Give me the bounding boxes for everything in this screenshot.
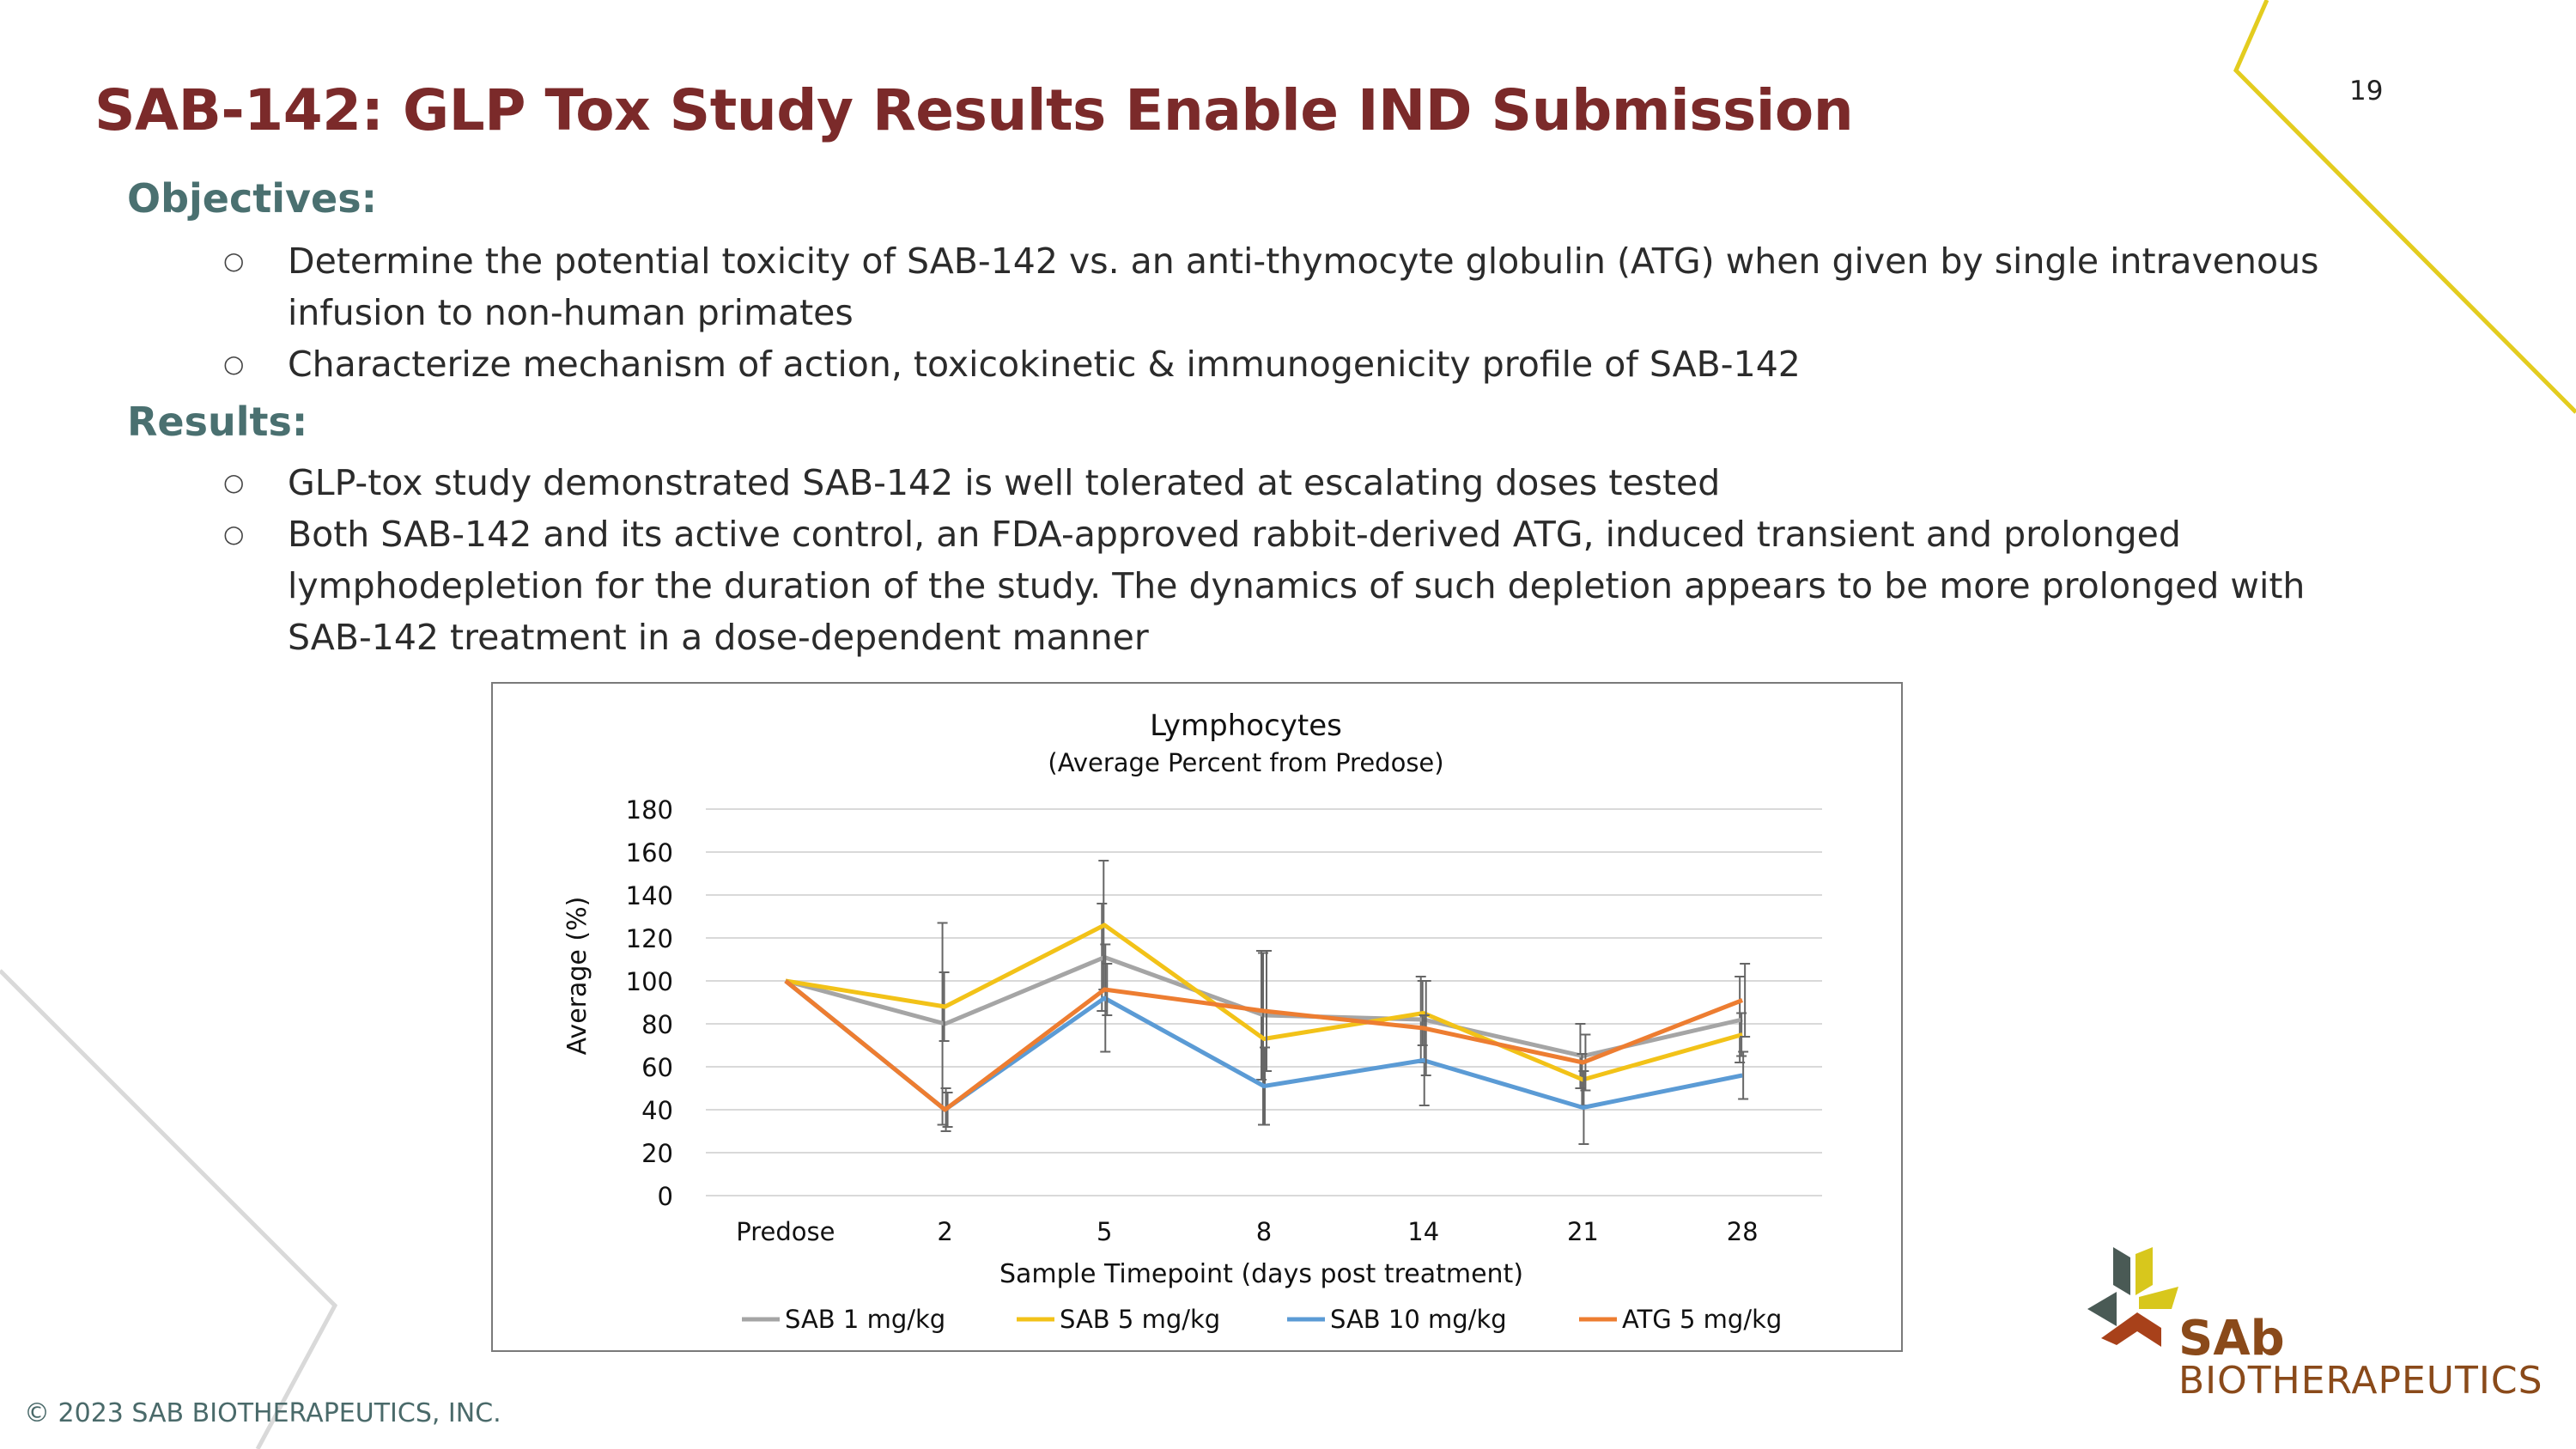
legend-item: SAB 10 mg/kg xyxy=(1287,1305,1507,1334)
x-tick-label: 14 xyxy=(1407,1217,1439,1246)
company-logo: SAb BIOTHERAPEUTICS xyxy=(2082,1245,2543,1409)
y-tick-label: 140 xyxy=(626,881,673,910)
x-tick-label: 2 xyxy=(937,1217,952,1246)
chart-title: Lymphocytes xyxy=(1150,709,1342,743)
legend-label: ATG 5 mg/kg xyxy=(1622,1305,1782,1334)
y-tick-label: 180 xyxy=(626,795,673,825)
legend-item: ATG 5 mg/kg xyxy=(1579,1305,1782,1334)
y-tick-label: 120 xyxy=(626,924,673,953)
y-tick-label: 100 xyxy=(626,967,673,996)
x-tick-label: 8 xyxy=(1256,1217,1272,1246)
x-tick-label: Predose xyxy=(736,1217,835,1246)
x-tick-label: 5 xyxy=(1097,1217,1112,1246)
y-tick-label: 0 xyxy=(658,1182,673,1211)
list-item: Characterize mechanism of action, toxico… xyxy=(223,338,2344,390)
y-tick-label: 40 xyxy=(641,1096,673,1125)
objectives-heading: Objectives: xyxy=(127,175,377,222)
results-heading: Results: xyxy=(127,399,308,445)
y-axis-label: Average (%) xyxy=(562,897,592,1056)
logo-wordmark: SAb xyxy=(2178,1311,2285,1367)
page-number: 19 xyxy=(2349,76,2384,107)
y-tick-labels: 0 20 40 60 80 100 120 140 160 180 xyxy=(626,795,673,1211)
list-item: GLP-tox study demonstrated SAB-142 is we… xyxy=(223,457,2344,508)
x-tick-label: 28 xyxy=(1727,1217,1759,1246)
objectives-list: Determine the potential toxicity of SAB-… xyxy=(223,235,2344,390)
copyright-footer: © 2023 SAB BIOTHERAPEUTICS, INC. xyxy=(24,1398,501,1428)
series-3 xyxy=(784,950,1751,1128)
y-tick-label: 60 xyxy=(641,1053,673,1082)
legend-label: SAB 1 mg/kg xyxy=(785,1305,945,1334)
y-tick-label: 80 xyxy=(641,1010,673,1039)
legend-item: SAB 5 mg/kg xyxy=(1017,1305,1220,1334)
x-tick-label: 21 xyxy=(1567,1217,1599,1246)
logo-subtitle: BIOTHERAPEUTICS xyxy=(2178,1359,2543,1403)
y-tick-label: 160 xyxy=(626,838,673,868)
x-tick-labels: Predose 2 5 8 14 21 28 xyxy=(736,1217,1758,1246)
logo-mark-icon xyxy=(2087,1247,2178,1347)
legend-item: SAB 1 mg/kg xyxy=(742,1305,945,1334)
series-lines xyxy=(784,860,1751,1145)
chart-legend: SAB 1 mg/kg SAB 5 mg/kg SAB 10 mg/kg ATG 5 … xyxy=(742,1305,1782,1334)
lymphocytes-chart: Lymphocytes (Average Percent from Predos… xyxy=(491,682,1903,1352)
list-item: Determine the potential toxicity of SAB-… xyxy=(223,235,2344,338)
y-tick-label: 20 xyxy=(641,1139,673,1168)
x-axis-label: Sample Timepoint (days post treatment) xyxy=(999,1259,1523,1289)
yellow-accent-line xyxy=(2233,0,2576,414)
results-list: GLP-tox study demonstrated SAB-142 is we… xyxy=(223,457,2344,663)
legend-label: SAB 10 mg/kg xyxy=(1330,1305,1507,1334)
legend-label: SAB 5 mg/kg xyxy=(1060,1305,1220,1334)
chart-canvas: Lymphocytes (Average Percent from Predos… xyxy=(562,709,1822,1334)
list-item: Both SAB-142 and its active control, an … xyxy=(223,508,2344,663)
chart-subtitle: (Average Percent from Predose) xyxy=(1048,748,1443,777)
series-line xyxy=(784,979,1744,1112)
slide-title: SAB-142: GLP Tox Study Results Enable IN… xyxy=(94,77,1854,143)
grey-accent-line xyxy=(0,969,338,1449)
